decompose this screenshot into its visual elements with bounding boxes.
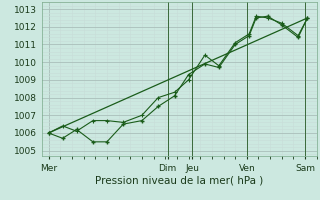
X-axis label: Pression niveau de la mer( hPa ): Pression niveau de la mer( hPa ) [95, 175, 263, 185]
